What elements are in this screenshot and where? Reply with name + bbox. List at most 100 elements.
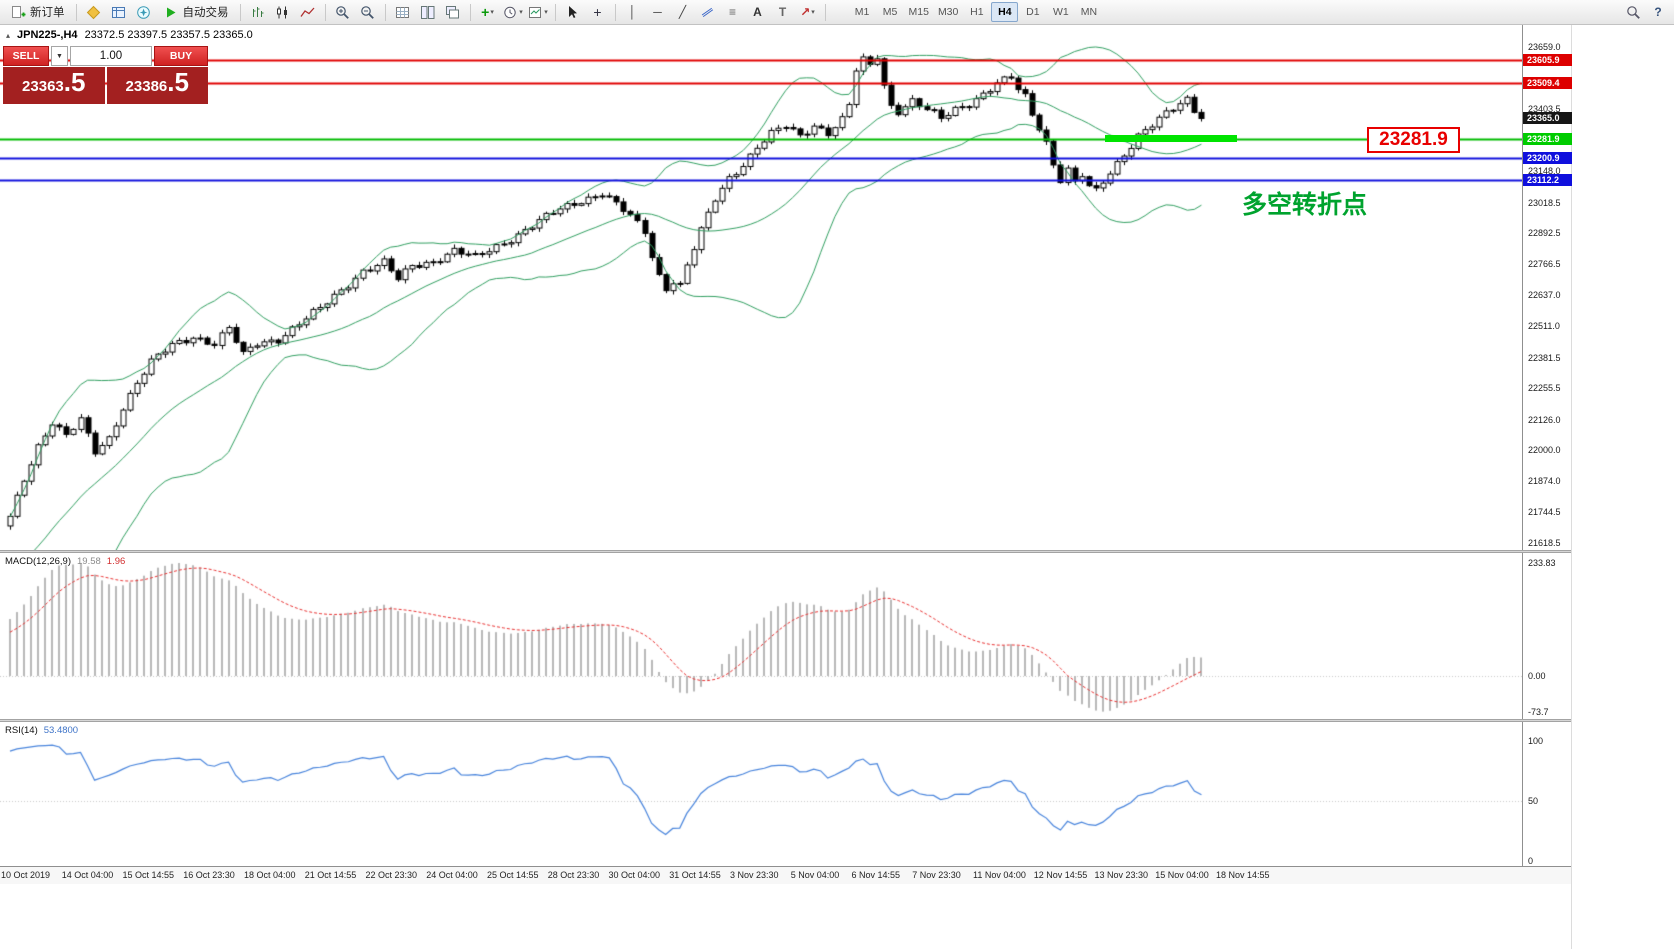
- buy-price-main: 23386: [125, 78, 168, 95]
- price-annotation-box[interactable]: 23281.9: [1367, 127, 1460, 153]
- chevron-down-icon: ▼: [56, 52, 63, 60]
- tab-timeframe-M15[interactable]: M15: [908, 6, 929, 18]
- channel-button[interactable]: ∥: [696, 2, 720, 23]
- price-tag: 23281.9: [1523, 132, 1572, 145]
- autotrading-button[interactable]: 自动交易: [157, 2, 235, 23]
- rsi-canvas[interactable]: [0, 722, 1522, 866]
- fibonacci-button[interactable]: ≡: [721, 2, 745, 23]
- horizontal-line-button[interactable]: ─: [646, 2, 670, 23]
- templates-button[interactable]: ▾: [526, 2, 550, 23]
- candlestick-chart-button[interactable]: [271, 2, 295, 23]
- time-label: 3 Nov 23:30: [730, 870, 779, 880]
- bar-chart-button[interactable]: [246, 2, 270, 23]
- text-button[interactable]: A: [746, 2, 770, 23]
- cursor-button[interactable]: [561, 2, 585, 23]
- crosshair-button[interactable]: +: [586, 2, 610, 23]
- price-tick: 22766.5: [1528, 258, 1561, 269]
- navigator-button[interactable]: [132, 2, 156, 23]
- buy-button[interactable]: BUY: [154, 46, 208, 66]
- price-tick: 21744.5: [1528, 507, 1561, 518]
- time-label: 11 Nov 04:00: [973, 870, 1026, 880]
- crosshair-icon: +: [593, 4, 602, 20]
- cascade-windows-icon: [445, 4, 461, 20]
- macd-canvas[interactable]: [0, 553, 1522, 719]
- pane-separator[interactable]: [0, 719, 1571, 722]
- price-tick: 22637.0: [1528, 290, 1561, 301]
- macd-pane: MACD(12,26,9) 19.58 1.96: [0, 553, 1522, 719]
- favorites-icon: [86, 4, 102, 20]
- horizontal-line-icon: ─: [653, 5, 662, 19]
- vertical-line-button[interactable]: │: [621, 2, 645, 23]
- tab-timeframe-M5[interactable]: M5: [882, 6, 898, 18]
- trendline-icon: ╱: [678, 5, 687, 19]
- time-label: 28 Oct 23:30: [547, 870, 600, 880]
- trendline-button[interactable]: ╱: [671, 2, 695, 23]
- macd-signal-value: 1.96: [106, 556, 126, 567]
- grid-button[interactable]: [391, 2, 415, 23]
- price-tag: 23365.0: [1523, 112, 1572, 125]
- cascade-windows-button[interactable]: [441, 2, 465, 23]
- rsi-label: RSI(14) 53.4800: [5, 725, 78, 736]
- tab-timeframe-H4[interactable]: H4: [991, 2, 1019, 22]
- macd-label: MACD(12,26,9) 19.58 1.96: [5, 556, 125, 567]
- tab-timeframe-D1[interactable]: D1: [1026, 6, 1040, 18]
- tile-windows-button[interactable]: [416, 2, 440, 23]
- support-highlight-bar[interactable]: [1105, 135, 1237, 142]
- periods-button[interactable]: ▾: [501, 2, 525, 23]
- help-button[interactable]: ?: [1646, 2, 1670, 23]
- price-chart-pane: ▴ JPN225-,H4 23372.5 23397.5 23357.5 233…: [0, 25, 1522, 550]
- sell-price-button[interactable]: 23363 .5: [3, 67, 105, 104]
- tab-timeframe-W1[interactable]: W1: [1053, 6, 1069, 18]
- arrows-icon: ↗: [800, 5, 811, 19]
- new-order-button[interactable]: 新订单: [4, 2, 71, 23]
- tab-timeframe-H1[interactable]: H1: [970, 6, 984, 18]
- zoom-in-icon: [335, 4, 351, 20]
- tab-timeframe-M1[interactable]: M1: [854, 6, 870, 18]
- price-tag: 23200.9: [1523, 152, 1572, 165]
- search-icon: [1625, 4, 1641, 20]
- time-label: 22 Oct 23:30: [365, 870, 418, 880]
- indicators-button[interactable]: + ▾: [476, 2, 500, 23]
- sell-button[interactable]: SELL: [3, 46, 49, 66]
- volume-dropdown[interactable]: ▼: [51, 46, 68, 66]
- favorites-button[interactable]: [82, 2, 106, 23]
- volume-input[interactable]: 1.00: [70, 46, 152, 66]
- price-scale[interactable]: 23659.0 23403.5 23148.0 23018.5 22892.5 22766…: [1522, 25, 1572, 866]
- time-label: 15 Nov 04:00: [1155, 870, 1209, 880]
- time-label: 14 Oct 04:00: [61, 870, 114, 880]
- rsi-scale-tick: 100: [1528, 736, 1544, 746]
- time-label: 18 Oct 04:00: [244, 870, 296, 880]
- autotrading-label: 自动交易: [182, 7, 229, 19]
- new-order-label: 新订单: [30, 7, 65, 19]
- line-chart-button[interactable]: [296, 2, 320, 23]
- time-label: 5 Nov 04:00: [790, 870, 840, 880]
- collapse-icon[interactable]: ▴: [6, 30, 11, 40]
- label-button[interactable]: T: [771, 2, 795, 23]
- time-label: 12 Nov 14:55: [1033, 870, 1088, 880]
- price-tick: 23403.5: [1528, 104, 1561, 115]
- tab-timeframe-M30[interactable]: M30: [937, 6, 959, 18]
- play-icon: [163, 4, 179, 20]
- price-chart-canvas[interactable]: [0, 25, 1522, 550]
- rsi-scale-tick: 50: [1528, 796, 1539, 806]
- zoom-out-button[interactable]: [356, 2, 380, 23]
- buy-price-button[interactable]: 23386 .5: [106, 67, 208, 104]
- time-label: 16 Oct 23:30: [183, 870, 235, 880]
- search-button[interactable]: [1621, 2, 1645, 23]
- sell-label: SELL: [12, 50, 40, 62]
- chevron-down-icon: ▾: [519, 9, 523, 16]
- price-tick: 21874.0: [1528, 475, 1561, 486]
- toolbar-separator: [554, 3, 556, 21]
- turning-point-note[interactable]: 多空转折点: [1242, 185, 1367, 221]
- time-axis[interactable]: 10 Oct 2019 14 Oct 04:00 15 Oct 14:55 16 Oc…: [0, 866, 1571, 884]
- price-tick: 23659.0: [1528, 42, 1561, 52]
- zoom-in-button[interactable]: [331, 2, 355, 23]
- time-label: 18 Nov 14:55: [1216, 870, 1270, 880]
- price-tick: 23018.5: [1528, 197, 1561, 208]
- tab-timeframe-MN[interactable]: MN: [1080, 6, 1098, 18]
- pane-separator[interactable]: [0, 550, 1571, 553]
- toolbar-separator: [469, 3, 471, 21]
- market-watch-button[interactable]: [107, 2, 131, 23]
- arrows-button[interactable]: ↗ ▾: [796, 2, 820, 23]
- clock-icon: [502, 4, 518, 20]
